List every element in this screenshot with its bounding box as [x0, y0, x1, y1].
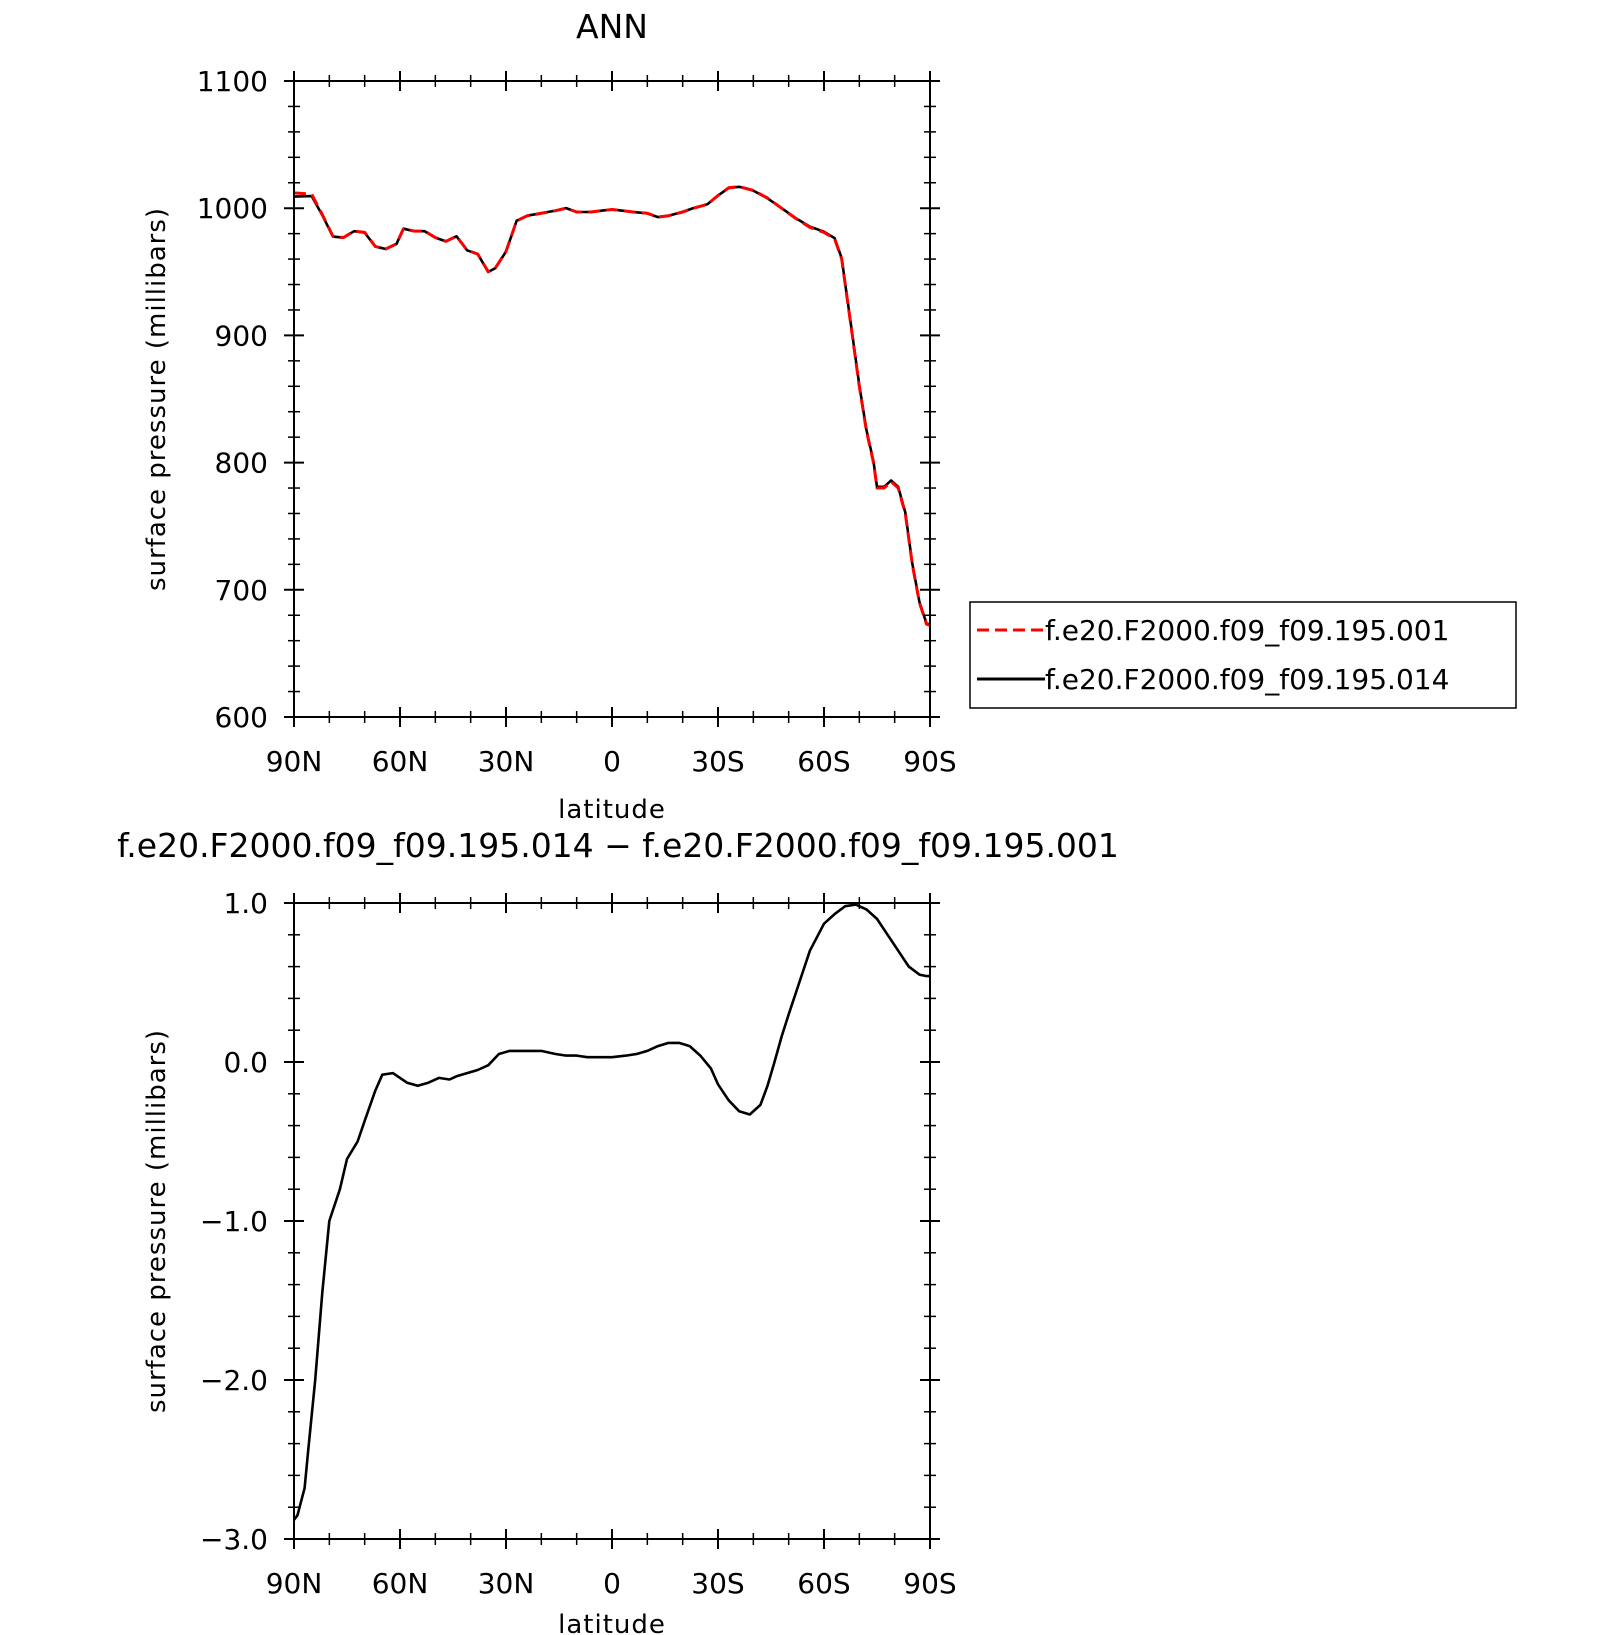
top-x-tick-label: 60N	[372, 745, 429, 778]
bottom-x-tick-label: 90N	[266, 1567, 323, 1600]
top-x-tick-label: 30S	[691, 745, 744, 778]
top-y-tick-label: 1000	[197, 192, 268, 225]
top-y-tick-label: 1100	[197, 65, 268, 98]
bottom-panel: f.e20.F2000.f09_f09.195.014 − f.e20.F200…	[117, 826, 1119, 1635]
top-y-tick-label: 900	[215, 319, 268, 352]
top-plot-frame	[293, 80, 931, 718]
top-x-ticks: 90N 60N 30N 0 30S 60S 90S	[266, 71, 957, 778]
top-x-tick-label: 90S	[903, 745, 956, 778]
legend-entry-001: f.e20.F2000.f09_f09.195.001	[1045, 614, 1449, 647]
bottom-y-ticks: 1.0 0.0 −1.0 −2.0 −3.0	[200, 887, 940, 1556]
bottom-chart-title: f.e20.F2000.f09_f09.195.014 − f.e20.F200…	[117, 826, 1119, 865]
bottom-x-tick-label: 30S	[691, 1567, 744, 1600]
bottom-x-tick-label: 60S	[797, 1567, 850, 1600]
bottom-series-line-0	[292, 903, 930, 1521]
top-y-tick-label: 800	[215, 447, 268, 480]
bottom-x-tick-label: 0	[603, 1567, 621, 1600]
bottom-plot-frame	[293, 902, 931, 1540]
bottom-x-axis-label: latitude	[558, 1610, 666, 1635]
top-x-tick-label: 90N	[266, 745, 323, 778]
bottom-y-tick-label: −2.0	[200, 1364, 268, 1397]
bottom-y-axis-label: surface pressure (millibars)	[142, 1029, 172, 1413]
top-panel: ANN 1100 1000 900 800 700 600 90N 60N 30N 0 30S 60…	[142, 7, 1517, 825]
top-y-axis-label: surface pressure (millibars)	[142, 207, 172, 591]
top-series-line-0	[293, 185, 931, 627]
bottom-x-ticks: 90N 60N 30N 0 30S 60S 90S	[266, 893, 957, 1600]
bottom-x-tick-label: 30N	[478, 1567, 535, 1600]
bottom-y-tick-label: 1.0	[223, 887, 268, 920]
top-plot-series	[293, 185, 931, 627]
bottom-plot-series	[292, 903, 930, 1521]
top-x-tick-label: 0	[603, 745, 621, 778]
bottom-x-tick-label: 60N	[372, 1567, 429, 1600]
top-y-tick-label: 600	[215, 701, 268, 734]
top-y-tick-label: 700	[215, 574, 268, 607]
top-x-tick-label: 60S	[797, 745, 850, 778]
top-series-line-1	[293, 185, 931, 626]
top-x-tick-label: 30N	[478, 745, 535, 778]
bottom-x-tick-label: 90S	[903, 1567, 956, 1600]
legend-entry-014: f.e20.F2000.f09_f09.195.014	[1045, 663, 1449, 696]
bottom-y-tick-label: −1.0	[200, 1205, 268, 1238]
bottom-y-tick-label: 0.0	[223, 1046, 268, 1079]
top-chart-title: ANN	[576, 7, 648, 46]
top-x-axis-label: latitude	[558, 795, 666, 825]
legend: f.e20.F2000.f09_f09.195.001 f.e20.F2000.…	[969, 601, 1517, 709]
bottom-y-tick-label: −3.0	[200, 1523, 268, 1556]
top-y-ticks: 1100 1000 900 800 700 600	[197, 65, 940, 734]
legend-box	[969, 601, 1517, 709]
